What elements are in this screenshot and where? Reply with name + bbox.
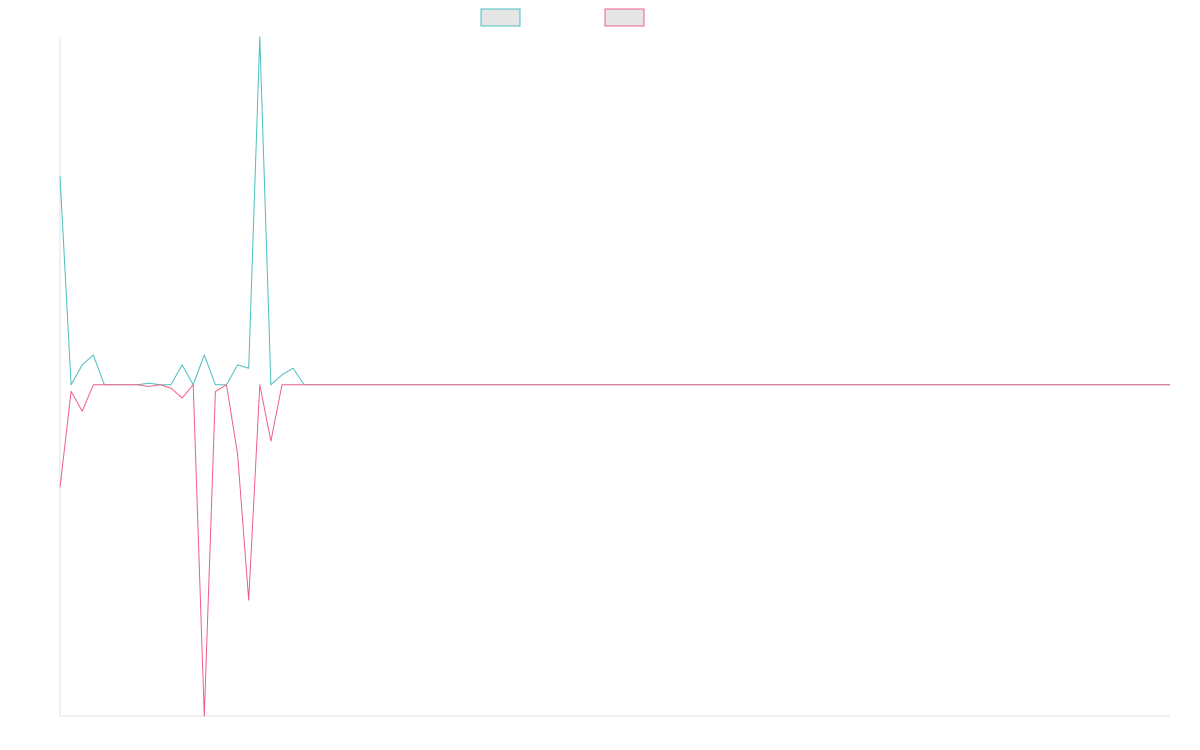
series-line-2 [59,384,1170,717]
axes [59,37,1170,717]
series-line-1 [59,36,1170,386]
legend [480,8,645,27]
legend-swatch-series-1[interactable] [480,8,521,27]
legend-swatch-series-2[interactable] [604,8,645,27]
series-layer [59,36,1170,717]
